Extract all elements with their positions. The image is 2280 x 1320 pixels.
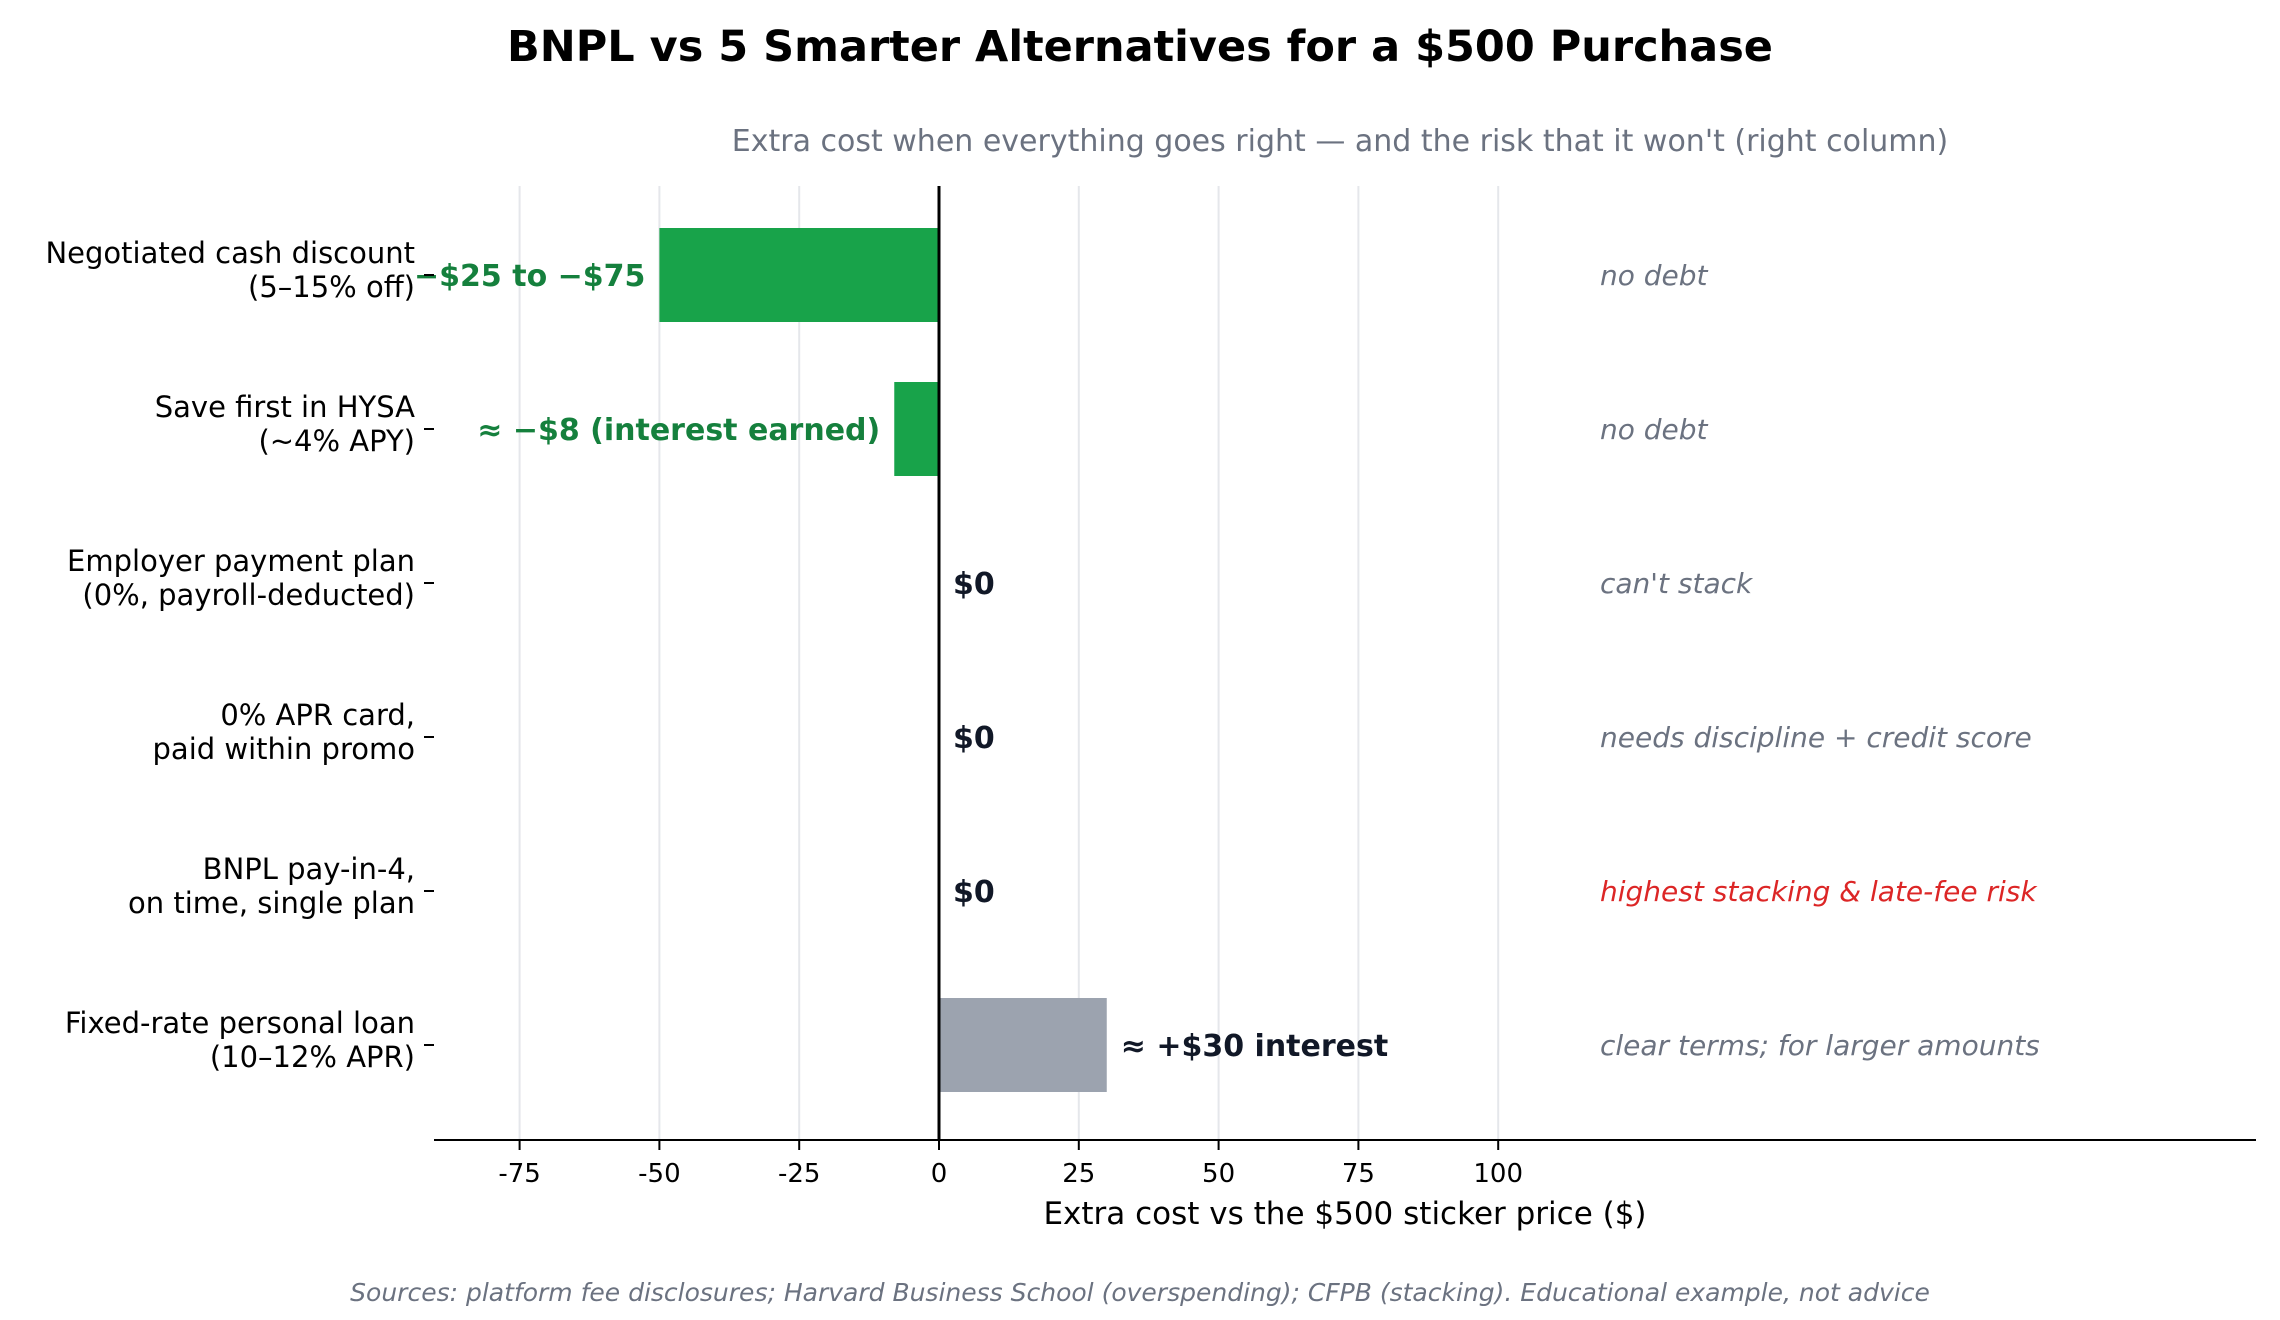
x-tick-label: -50 xyxy=(638,1159,680,1189)
x-tick-label: 25 xyxy=(1062,1159,1095,1189)
y-tick-label: paid within promo xyxy=(153,732,415,766)
y-tick-label: Fixed-rate personal loan xyxy=(65,1006,415,1040)
value-label: $0 xyxy=(953,721,995,756)
value-label: −$25 to −$75 xyxy=(414,259,645,294)
y-tick-label: (10–12% APR) xyxy=(210,1040,415,1074)
risk-note: can't stack xyxy=(1600,567,1754,600)
y-tick-label: (5–15% off) xyxy=(248,270,415,304)
value-label: $0 xyxy=(953,567,995,602)
risk-note: highest stacking & late-fee risk xyxy=(1600,875,2038,908)
risk-note: needs discipline + credit score xyxy=(1600,721,2032,754)
risk-note: clear terms; for larger amounts xyxy=(1600,1029,2040,1062)
value-label: $0 xyxy=(953,875,995,910)
bar xyxy=(894,382,939,476)
chart-subtitle: Extra cost when everything goes right — … xyxy=(731,124,1949,159)
x-tick-label: -25 xyxy=(778,1159,820,1189)
x-tick-label: 0 xyxy=(931,1159,948,1189)
risk-note: no debt xyxy=(1600,413,1709,446)
bar xyxy=(659,228,939,322)
y-tick-label: Employer payment plan xyxy=(67,544,415,578)
x-tick-label: 100 xyxy=(1473,1159,1523,1189)
chart-title: BNPL vs 5 Smarter Alternatives for a $50… xyxy=(507,22,1773,72)
y-tick-label: Save first in HYSA xyxy=(155,390,415,424)
y-tick-label: (0%, payroll-deducted) xyxy=(82,578,415,612)
bar xyxy=(939,998,1107,1092)
y-tick-label: on time, single plan xyxy=(128,886,415,920)
value-label: ≈ −$8 (interest earned) xyxy=(477,413,880,448)
source-note: Sources: platform fee disclosures; Harva… xyxy=(350,1278,1930,1307)
x-tick-label: 75 xyxy=(1342,1159,1375,1189)
y-tick-label: BNPL pay-in-4, xyxy=(203,852,415,886)
x-tick-label: 50 xyxy=(1202,1159,1235,1189)
x-axis-label: Extra cost vs the $500 sticker price ($) xyxy=(1043,1196,1646,1232)
y-tick-label: (~4% APY) xyxy=(258,424,415,458)
y-tick-label: Negotiated cash discount xyxy=(45,236,415,270)
risk-note: no debt xyxy=(1600,259,1709,292)
value-label: ≈ +$30 interest xyxy=(1121,1029,1388,1064)
y-tick-label: 0% APR card, xyxy=(220,698,415,732)
x-tick-label: -75 xyxy=(498,1159,540,1189)
